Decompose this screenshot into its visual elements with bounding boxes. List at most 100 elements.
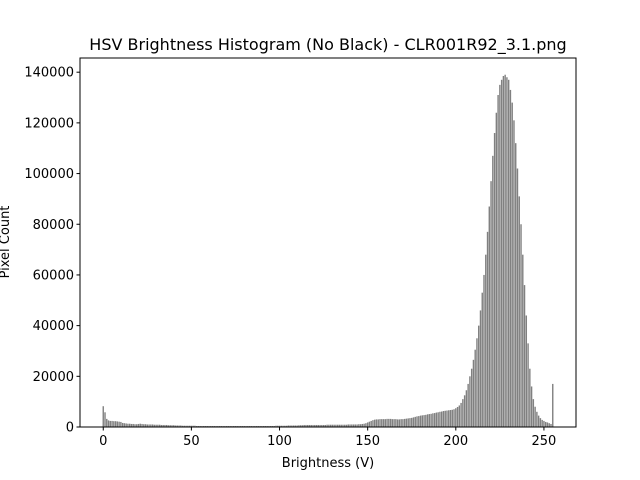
x-tick-label: 0: [99, 434, 107, 449]
bar: [192, 425, 194, 427]
bar: [437, 412, 439, 427]
bar: [208, 425, 210, 427]
bar: [372, 420, 374, 427]
bar: [467, 383, 469, 427]
bar: [326, 424, 328, 427]
plot-area: [102, 74, 554, 428]
bar: [532, 399, 535, 427]
bar: [171, 425, 173, 427]
bar: [113, 421, 115, 427]
bar: [543, 420, 545, 427]
bar: [368, 421, 371, 427]
bar: [448, 410, 450, 427]
bar: [370, 420, 372, 427]
bar: [261, 425, 263, 427]
y-tick-label: 100000: [24, 167, 74, 182]
bar: [125, 423, 127, 427]
bar: [458, 405, 461, 427]
bar: [312, 424, 314, 427]
bar: [157, 424, 159, 427]
bar: [548, 423, 550, 427]
bar: [303, 424, 305, 427]
bar: [104, 412, 106, 427]
bar: [522, 254, 524, 427]
bar: [395, 419, 397, 427]
bar: [440, 411, 443, 427]
bar: [435, 412, 438, 427]
bar: [250, 425, 253, 427]
bar: [478, 325, 480, 427]
bar: [476, 338, 478, 427]
bar: [257, 425, 260, 427]
bar: [206, 425, 208, 427]
bar: [305, 424, 307, 427]
bar: [319, 424, 321, 427]
bar: [291, 425, 293, 427]
x-tick-label: 250: [532, 434, 557, 449]
bar: [292, 425, 295, 427]
bar: [314, 424, 316, 427]
bar: [259, 425, 261, 427]
bar: [402, 419, 404, 427]
bar: [299, 425, 302, 427]
bar: [506, 77, 508, 427]
bar: [121, 422, 124, 427]
bar: [347, 424, 349, 427]
bar: [134, 424, 136, 427]
bar: [127, 423, 129, 427]
bar: [185, 425, 187, 427]
bar: [298, 425, 300, 427]
bar: [264, 425, 267, 427]
bar: [400, 419, 402, 427]
bar: [203, 425, 205, 427]
bar: [273, 425, 275, 427]
bar: [463, 395, 466, 427]
bar: [187, 425, 189, 427]
x-tick-label: 50: [183, 434, 200, 449]
bar: [266, 425, 268, 427]
bar: [351, 424, 353, 427]
bar: [527, 343, 529, 427]
bar: [225, 425, 228, 427]
bar: [164, 424, 166, 427]
bar: [220, 425, 223, 427]
bar: [354, 424, 357, 427]
bar: [136, 424, 138, 427]
bar: [199, 425, 201, 427]
y-tick-label: 140000: [24, 66, 74, 81]
bar: [197, 425, 200, 427]
bar: [188, 425, 191, 427]
bar: [270, 425, 272, 427]
bar: [530, 386, 533, 427]
bar: [262, 425, 265, 427]
bar: [195, 425, 198, 427]
bar: [481, 292, 483, 427]
bar: [546, 422, 549, 427]
bar: [529, 368, 531, 427]
bar: [502, 75, 505, 427]
bar: [173, 425, 175, 427]
bar: [153, 424, 156, 427]
bar: [374, 419, 376, 427]
bar: [234, 425, 237, 427]
bar: [398, 419, 401, 427]
bar: [426, 414, 429, 427]
bar: [224, 425, 226, 427]
bar: [366, 422, 369, 427]
bar: [148, 424, 150, 427]
bar: [150, 424, 152, 427]
bar: [271, 425, 274, 427]
bar: [151, 424, 154, 427]
bar: [340, 424, 342, 427]
bar: [329, 424, 332, 427]
y-tick-label: 120000: [24, 116, 74, 131]
bar: [492, 155, 494, 427]
bar: [462, 399, 464, 427]
bar: [201, 425, 203, 427]
bar: [245, 425, 247, 427]
bar: [252, 425, 254, 427]
bar: [109, 420, 112, 427]
bar: [158, 424, 161, 427]
